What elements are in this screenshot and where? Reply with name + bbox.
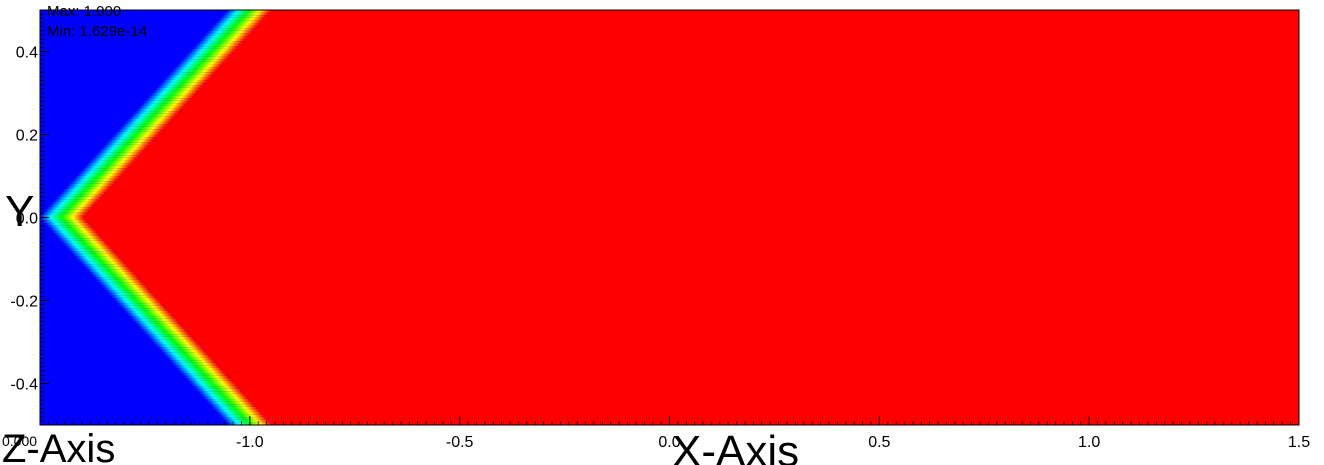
max-value-label: Max: 1.000 <box>47 3 121 20</box>
y-axis-label: Y <box>5 187 34 236</box>
y-tick-label: -0.2 <box>10 294 38 311</box>
y-tick-label: 0.4 <box>16 45 38 62</box>
field-high-region <box>40 10 1299 425</box>
corner-value-label: 0.000 <box>2 433 37 449</box>
x-tick-label: 0.5 <box>868 434 890 451</box>
field-layer <box>40 10 1299 426</box>
x-tick-label: 1.5 <box>1288 434 1310 451</box>
x-tick-label: -1.0 <box>236 434 264 451</box>
y-tick-label: -0.4 <box>10 377 38 394</box>
x-axis-label: X-Axis <box>672 427 799 465</box>
x-tick-label: -0.5 <box>446 434 474 451</box>
y-tick-label: 0.2 <box>16 128 38 145</box>
x-tick-label: 1.0 <box>1078 434 1100 451</box>
min-value-label: Min: 1.629e-14 <box>47 23 147 40</box>
